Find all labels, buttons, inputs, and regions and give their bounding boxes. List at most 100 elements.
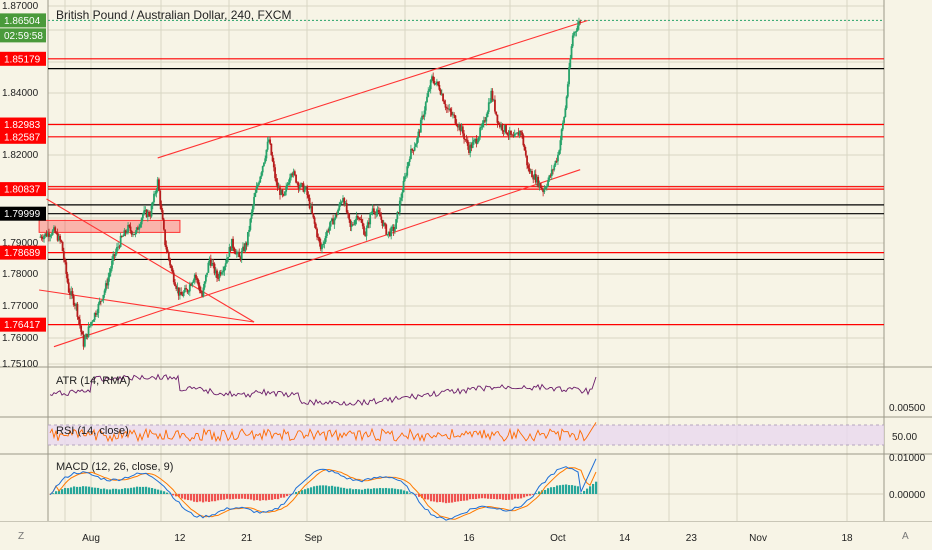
candle-body [392, 226, 395, 232]
candle-body [64, 259, 66, 263]
candle-body [70, 291, 73, 295]
macd-histogram-bar [364, 488, 367, 494]
macd-histogram-bar [424, 494, 427, 500]
price-badge [0, 206, 46, 221]
candle-body [502, 130, 505, 132]
candle-body [447, 108, 449, 110]
y-tick-label: 1.79000 [2, 238, 39, 249]
candle-body [485, 117, 488, 122]
candle-body [563, 116, 566, 123]
candle-body [214, 270, 217, 274]
macd-histogram-bar [151, 487, 154, 494]
candle-body [393, 228, 396, 232]
macd-histogram-bar [397, 489, 400, 494]
candle-body [80, 325, 83, 332]
macd-histogram-bar [382, 488, 385, 494]
candle-body [270, 143, 273, 156]
candle-body [203, 281, 206, 288]
candle-body [564, 108, 567, 117]
bottom-right-button[interactable]: A [902, 531, 909, 542]
macd-histogram-bar [352, 489, 355, 494]
macd-histogram-bar [451, 494, 454, 503]
candle-body [528, 168, 531, 173]
macd-histogram-bar [133, 487, 136, 494]
candle-body [165, 245, 168, 250]
candle-body [318, 237, 321, 243]
candle-body [240, 251, 243, 260]
candle-body [400, 197, 402, 201]
macd-histogram-bar [574, 485, 577, 494]
candle-body [321, 245, 323, 250]
macd-histogram-bar [418, 494, 421, 497]
macd-signal-line [49, 467, 597, 520]
macd-histogram-bar [337, 486, 340, 494]
price-badge-label: 1.85179 [4, 54, 41, 65]
candle-body [531, 170, 533, 178]
candle-body [403, 176, 406, 181]
macd-histogram-bar [184, 494, 187, 500]
candle-body [225, 258, 228, 264]
candle-body [62, 251, 65, 260]
candle-body [74, 304, 76, 306]
candle-body [281, 190, 284, 195]
candle-body [313, 217, 316, 224]
candle-body [187, 291, 190, 293]
candle-body [287, 182, 290, 185]
candle-body [443, 101, 446, 104]
candle-body [206, 272, 209, 275]
candle-body [103, 290, 106, 295]
candle-body [272, 161, 275, 168]
candle-body [376, 210, 379, 213]
candle-body [379, 212, 381, 217]
candle-body [221, 272, 223, 275]
candle-body [109, 268, 112, 273]
candle-body [284, 191, 286, 196]
trendline [39, 289, 255, 323]
macd-pane: 0.01000 0.00000 [48, 453, 926, 521]
macd-histogram-bar [181, 494, 184, 499]
candle-body [208, 258, 211, 263]
candle-body [298, 186, 301, 189]
candle-body [508, 130, 511, 136]
candle-body [129, 226, 132, 231]
candle-body [183, 288, 186, 293]
rsi-scale-label: 50.00 [892, 432, 917, 443]
macd-histogram-bar [238, 494, 241, 499]
candle-body [259, 176, 262, 183]
candle-body [568, 67, 570, 85]
candle-body [548, 175, 551, 181]
candle-body [518, 131, 521, 136]
candle-body [308, 197, 311, 209]
bottom-left-button[interactable]: Z [18, 531, 25, 542]
candle-body [280, 190, 283, 195]
candle-body [254, 192, 257, 197]
candle-body [77, 316, 80, 320]
candle-body [301, 183, 304, 185]
candle-body [245, 243, 248, 246]
candle-body [495, 111, 498, 115]
candle-body [282, 194, 285, 196]
candle-body [264, 158, 267, 163]
candle-body [49, 235, 52, 237]
macd-histogram-bar [235, 494, 238, 499]
candle-body [85, 333, 87, 340]
candle-body [490, 90, 493, 103]
macd-histogram-bar [439, 494, 442, 503]
macd-histogram-bar [499, 494, 502, 500]
candle-body [464, 139, 467, 140]
candle-body [174, 282, 176, 286]
candle-body [234, 251, 237, 255]
candle-body [119, 236, 122, 247]
macd-histogram-bar [247, 494, 250, 500]
macd-histogram-bar [580, 493, 583, 494]
candle-body [466, 140, 469, 146]
candle-body [122, 235, 125, 237]
macd-histogram-bar [484, 494, 487, 499]
candle-body [146, 211, 149, 218]
candle-body [143, 210, 146, 214]
candle-body [359, 219, 362, 220]
candle-body [161, 210, 164, 220]
macd-histogram-bar [64, 488, 67, 494]
candle-body [137, 227, 139, 230]
